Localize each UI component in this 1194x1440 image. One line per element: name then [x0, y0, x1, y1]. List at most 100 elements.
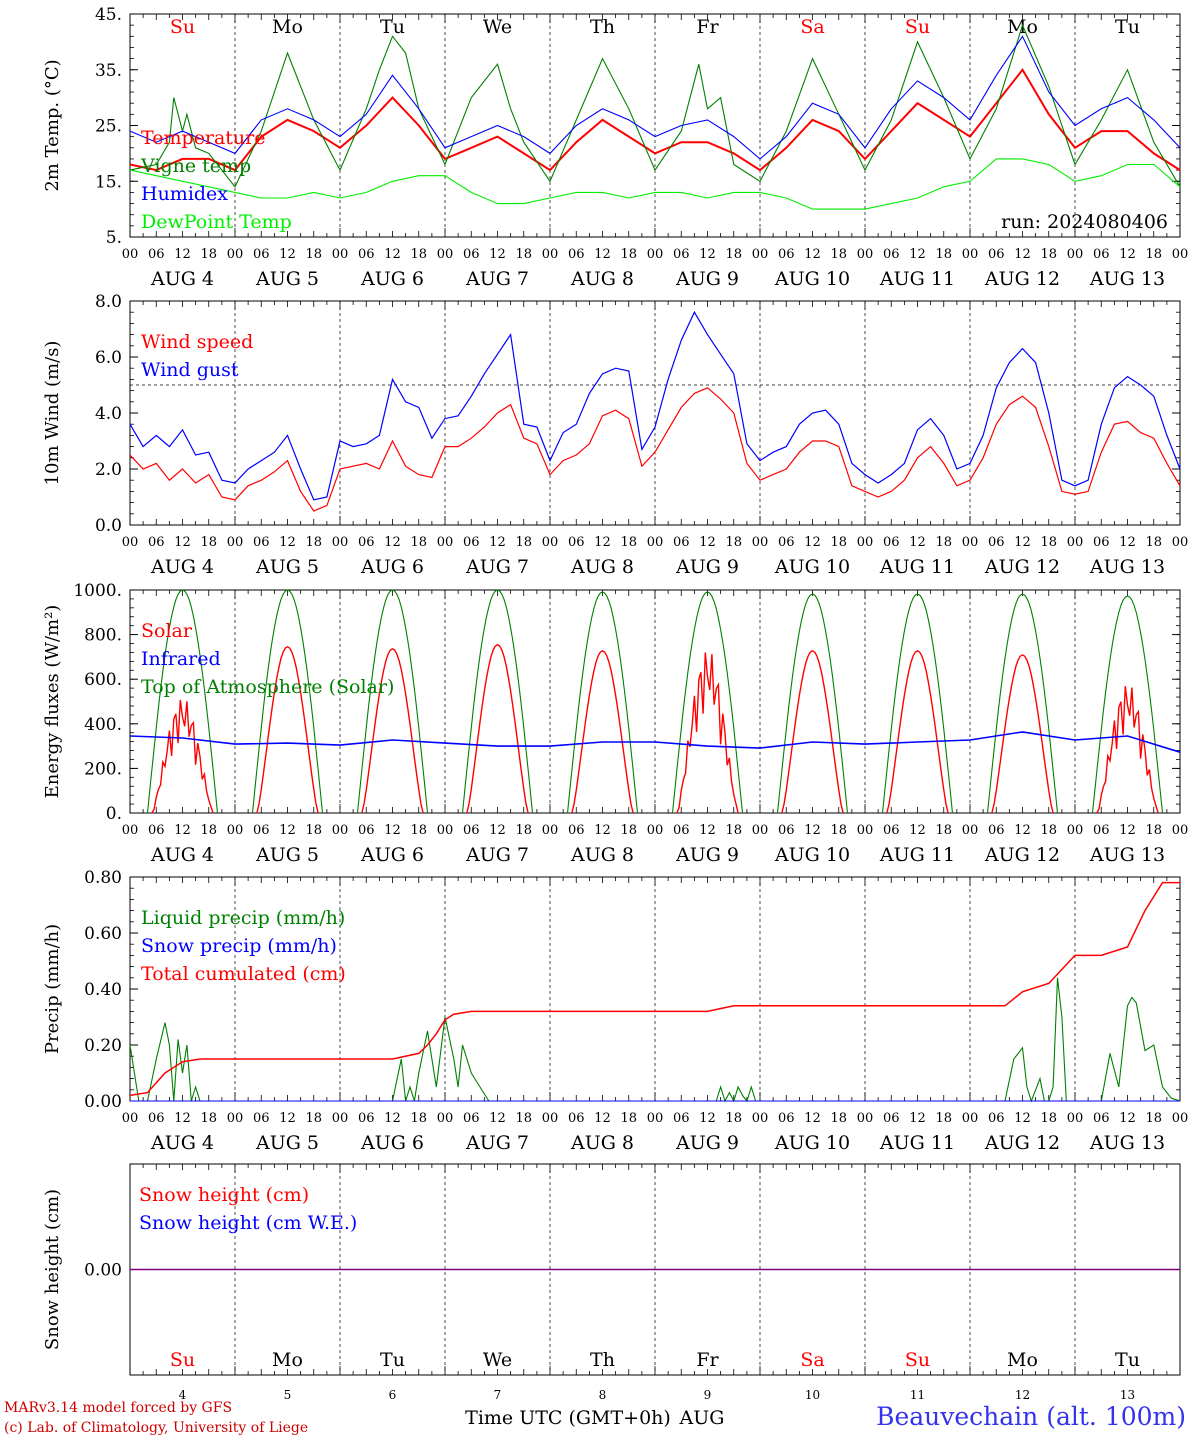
panel-frame: [129, 13, 1181, 238]
hour-label: 18: [410, 535, 427, 550]
hour-label: 00: [857, 247, 874, 262]
hour-label: 18: [410, 1111, 427, 1126]
y-tick-label: 0.0: [95, 516, 122, 536]
hour-label: 18: [1040, 1111, 1057, 1126]
date-label: AUG 11: [879, 1132, 955, 1154]
date-label: AUG 13: [1089, 1132, 1165, 1154]
date-label: AUG 10: [774, 268, 850, 290]
hour-label: 00: [962, 1111, 979, 1126]
panel-frame: [129, 589, 1181, 814]
hour-label: 18: [935, 1111, 952, 1126]
hour-label: 18: [515, 535, 532, 550]
hour-label: 18: [305, 1111, 322, 1126]
hour-label: 00: [332, 535, 349, 550]
day-name: Fr: [696, 16, 719, 38]
date-label: AUG 5: [255, 1132, 319, 1154]
y-tick-label: 4.0: [95, 404, 122, 424]
day-number: 8: [599, 1388, 607, 1402]
hour-label: 18: [515, 247, 532, 262]
day-number: 9: [704, 1388, 712, 1402]
hour-label: 18: [725, 823, 742, 838]
hour-label: 06: [463, 823, 480, 838]
toa-daily-curve: [986, 593, 1059, 814]
hour-label: 18: [725, 535, 742, 550]
day-name: We: [483, 16, 512, 38]
hour-label: 18: [830, 823, 847, 838]
date-label: AUG 7: [465, 268, 529, 290]
day-name: Th: [590, 16, 615, 38]
date-label: AUG 4: [150, 556, 214, 578]
date-label: AUG 12: [984, 844, 1060, 866]
hour-label: 06: [148, 823, 165, 838]
legend-entry: Vigne temp: [140, 155, 251, 177]
toa-daily-curve: [146, 589, 219, 814]
hour-label: 12: [174, 535, 191, 550]
y-tick-label: 5.: [106, 228, 122, 248]
day-name: Mo: [272, 16, 303, 38]
hour-label: 00: [122, 247, 139, 262]
hour-label: 18: [725, 247, 742, 262]
legend-entry: Temperature: [141, 127, 265, 149]
hour-label: 18: [305, 247, 322, 262]
hour-label: 06: [778, 823, 795, 838]
date-label: AUG 12: [984, 1132, 1060, 1154]
y-tick-label: 0.60: [84, 924, 122, 944]
date-label: AUG 5: [255, 556, 319, 578]
day-name: Su: [905, 1349, 930, 1371]
y-tick-label: 800.: [84, 626, 122, 646]
hour-label: 18: [200, 247, 217, 262]
hour-label: 06: [988, 823, 1005, 838]
legend-entry: Liquid precip (mm/h): [141, 907, 345, 929]
date-label: AUG 5: [255, 844, 319, 866]
day-name: Sa: [800, 1349, 824, 1371]
hour-label: 12: [1014, 1111, 1031, 1126]
date-label: AUG 8: [570, 268, 634, 290]
legend-entry: Total cumulated (cm): [141, 963, 346, 985]
date-label: AUG 9: [675, 556, 739, 578]
hour-label: 06: [358, 535, 375, 550]
y-tick-label: 2.0: [95, 460, 122, 480]
temp-series-line: [129, 35, 1181, 160]
hour-label: 00: [1067, 823, 1084, 838]
day-name: Su: [905, 16, 930, 38]
day-name: Tu: [1115, 1349, 1140, 1371]
hour-label: 06: [673, 823, 690, 838]
hour-label: 12: [384, 823, 401, 838]
hour-label: 18: [620, 823, 637, 838]
hour-label: 12: [174, 823, 191, 838]
date-label: AUG 5: [255, 268, 319, 290]
hour-label: 00: [122, 1111, 139, 1126]
hour-label: 06: [463, 1111, 480, 1126]
date-label: AUG 9: [675, 844, 739, 866]
hour-label: 06: [358, 823, 375, 838]
solar-daily-curve: [466, 643, 529, 814]
legend-entry: Wind speed: [141, 331, 253, 353]
hour-label: 18: [1040, 535, 1057, 550]
panel-frame: [129, 300, 1181, 526]
date-label: AUG 12: [984, 268, 1060, 290]
hour-label: 06: [1093, 247, 1110, 262]
hour-label: 18: [515, 823, 532, 838]
hour-label: 06: [253, 247, 270, 262]
hour-label: 18: [200, 1111, 217, 1126]
hour-label: 06: [1093, 1111, 1110, 1126]
date-label: AUG 13: [1089, 556, 1165, 578]
date-label: AUG 13: [1089, 268, 1165, 290]
wind-series-line: [129, 310, 1181, 501]
day-name: Sa: [800, 16, 824, 38]
hour-label: 00: [122, 823, 139, 838]
hour-label: 12: [1014, 535, 1031, 550]
hour-label: 12: [804, 823, 821, 838]
hour-label: 18: [200, 535, 217, 550]
y-tick-label: 25.: [95, 117, 122, 137]
hour-label: 00: [752, 535, 769, 550]
hour-label: 06: [1093, 823, 1110, 838]
y-tick-label: 1000.: [73, 581, 122, 601]
hour-label: 18: [935, 535, 952, 550]
hour-label: 00: [1067, 535, 1084, 550]
y-tick-label: 45.: [95, 5, 122, 25]
day-name: Su: [170, 16, 195, 38]
legend-entry: Top of Atmosphere (Solar): [141, 676, 394, 698]
day-name: Fr: [696, 1349, 719, 1371]
hour-label: 12: [489, 1111, 506, 1126]
